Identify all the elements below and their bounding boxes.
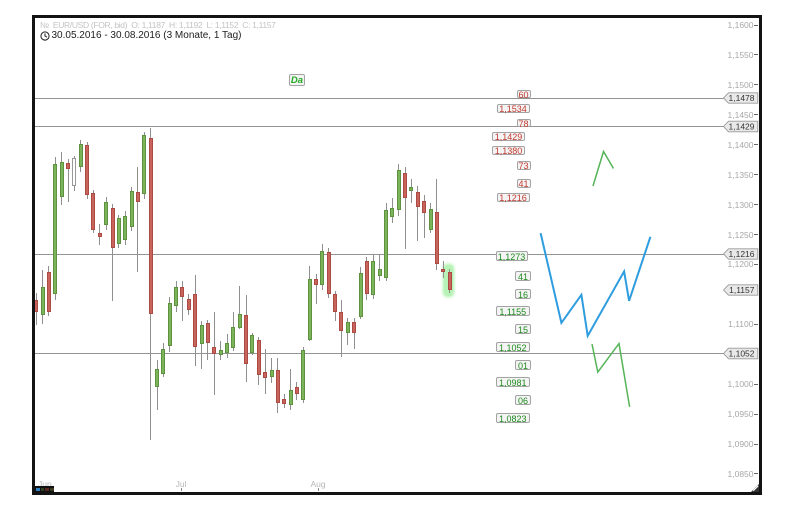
svg-text:1,1157: 1,1157 [729, 285, 755, 295]
svg-text:1,1429: 1,1429 [729, 122, 755, 132]
svg-text:1,1052: 1,1052 [729, 349, 755, 359]
svg-text:1,1478: 1,1478 [729, 93, 755, 103]
svg-text:1,1216: 1,1216 [729, 249, 755, 259]
